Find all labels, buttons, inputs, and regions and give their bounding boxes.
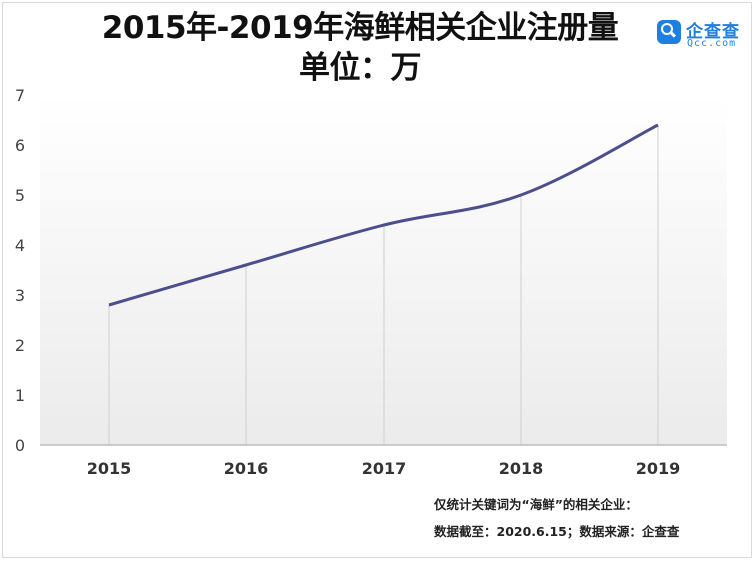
y-tick-label: 3 — [15, 286, 25, 305]
note-scope: 仅统计关键词为“海鲜”的相关企业： — [434, 497, 638, 512]
qcc-logo: 企查查 Qcc.com — [657, 16, 752, 52]
title-unit: 单位：万 — [299, 50, 422, 86]
y-tick-label: 6 — [15, 136, 25, 155]
y-tick-label: 5 — [15, 186, 25, 205]
x-tick-label-2018: 2018 — [499, 459, 544, 478]
chart-title: 2015年-2019年海鲜相关企业注册量 单位：万 — [60, 8, 660, 88]
qcc-logo-icon — [657, 20, 681, 44]
logo-url: Qcc.com — [687, 38, 737, 49]
title-line1: 2015年-2019年海鲜相关企业注册量 — [101, 10, 619, 46]
y-tick-label: 7 — [15, 86, 25, 105]
note-source: 数据截至：2020.6.15；数据来源：企查查 — [434, 524, 680, 539]
y-tick-label: 4 — [15, 236, 25, 255]
series-line — [108, 123, 659, 307]
y-tick-label: 1 — [15, 386, 25, 405]
x-tick-label-2015: 2015 — [87, 459, 132, 478]
x-tick-label-2016: 2016 — [224, 459, 269, 478]
y-tick-label: 2 — [15, 336, 25, 355]
x-tick-label-2019: 2019 — [636, 459, 681, 478]
logo-name: 企查查 — [686, 22, 740, 42]
y-tick-label: 0 — [15, 436, 25, 455]
x-tick-label-2017: 2017 — [362, 459, 407, 478]
